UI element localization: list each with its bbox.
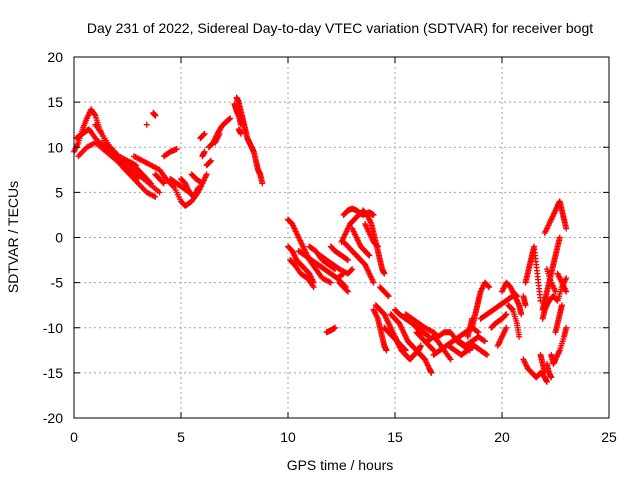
- data-point: [383, 347, 390, 354]
- x-axis-label: GPS time / hours: [287, 457, 394, 473]
- data-point: [381, 270, 388, 277]
- data-point: [563, 275, 570, 282]
- data-point: [133, 162, 140, 169]
- data-point: [203, 171, 210, 178]
- data-point: [310, 284, 317, 291]
- data-point: [556, 234, 563, 241]
- data-point: [486, 284, 493, 291]
- data-point: [173, 146, 180, 153]
- data-point: [384, 292, 391, 299]
- data-point: [482, 351, 489, 358]
- data-point: [343, 256, 350, 263]
- data-point: [207, 158, 214, 165]
- data-point: [558, 302, 565, 309]
- x-axis: 0 5 10 15 20 25: [70, 57, 617, 445]
- data-point: [344, 287, 351, 294]
- data-point: [400, 347, 407, 354]
- y-tick-label: -15: [43, 365, 63, 381]
- data-point: [195, 184, 202, 191]
- data-point: [502, 311, 509, 318]
- data-point: [374, 242, 381, 249]
- data-point: [160, 180, 167, 187]
- data-point: [474, 328, 481, 335]
- x-tick-label: 25: [601, 429, 617, 445]
- data-point: [370, 279, 377, 286]
- y-tick-label: -20: [43, 410, 63, 426]
- data-point: [374, 243, 381, 250]
- data-point: [237, 121, 244, 128]
- data-point: [429, 346, 436, 353]
- data-point: [485, 283, 492, 290]
- data-point: [332, 324, 339, 331]
- x-tick-label: 10: [280, 429, 296, 445]
- y-axis: -20 -15 -10 -5 0 5 10 15 20: [43, 49, 609, 426]
- data-point: [513, 293, 520, 300]
- data-point: [481, 338, 488, 345]
- data-point: [480, 337, 487, 344]
- y-tick-label: 15: [47, 94, 63, 110]
- data-point: [563, 225, 570, 232]
- data-point: [152, 112, 159, 119]
- data-point: [207, 157, 214, 164]
- data-point: [552, 288, 559, 295]
- data-point: [417, 342, 424, 349]
- x-tick-label: 15: [387, 429, 403, 445]
- data-point: [212, 139, 219, 146]
- data-point: [199, 180, 206, 187]
- data-point: [543, 378, 550, 385]
- data-point: [563, 324, 570, 331]
- data-point: [200, 131, 207, 138]
- y-axis-label: SDTVAR / TECUs: [5, 181, 21, 293]
- data-point: [548, 374, 555, 381]
- data-point: [152, 193, 159, 200]
- data-point: [447, 356, 454, 363]
- data-point: [366, 252, 373, 259]
- data-point: [518, 311, 525, 318]
- data-point: [348, 266, 355, 273]
- data-points: [71, 94, 570, 385]
- x-tick-label: 5: [177, 429, 185, 445]
- data-point: [503, 311, 510, 318]
- data-point: [399, 346, 406, 353]
- data-point: [513, 292, 520, 299]
- data-point: [428, 369, 435, 376]
- data-point: [143, 121, 150, 128]
- data-point: [148, 180, 155, 187]
- y-tick-label: -10: [43, 320, 63, 336]
- data-point: [91, 111, 98, 118]
- data-point: [198, 179, 205, 186]
- chart-title: Day 231 of 2022, Sidereal Day-to-day VTE…: [87, 20, 593, 36]
- y-tick-label: 0: [55, 230, 63, 246]
- data-point: [156, 189, 163, 196]
- data-point: [344, 257, 351, 264]
- data-point: [508, 305, 515, 312]
- data-point: [503, 324, 510, 331]
- y-tick-label: 5: [55, 184, 63, 200]
- data-point: [563, 288, 570, 295]
- data-point: [259, 180, 266, 187]
- data-point: [522, 302, 529, 309]
- data-point: [349, 266, 356, 273]
- data-point: [160, 179, 167, 186]
- x-tick-label: 0: [70, 429, 78, 445]
- data-point: [484, 351, 491, 358]
- data-point: [469, 315, 476, 322]
- data-point: [237, 130, 244, 137]
- x-tick-label: 20: [494, 429, 510, 445]
- data-point: [344, 288, 351, 295]
- data-point: [385, 293, 392, 300]
- data-point: [227, 115, 234, 122]
- data-point: [365, 251, 372, 258]
- data-point: [327, 279, 334, 286]
- data-point: [370, 211, 377, 218]
- data-point: [516, 333, 523, 340]
- y-tick-label: -5: [51, 275, 64, 291]
- data-point: [201, 130, 208, 137]
- y-tick-label: 10: [47, 139, 63, 155]
- y-tick-label: 20: [47, 49, 63, 65]
- data-point: [201, 148, 208, 155]
